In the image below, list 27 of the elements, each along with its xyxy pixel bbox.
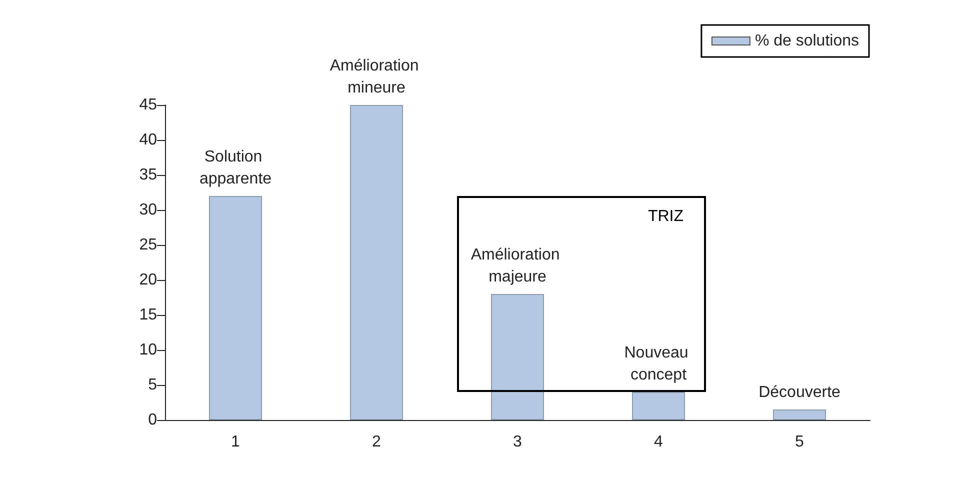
x-tick-label: 2 <box>372 434 382 450</box>
y-tick-label: 15 <box>139 306 158 324</box>
legend-label: % de solutions <box>754 32 859 50</box>
x-tick-label: 5 <box>795 434 804 450</box>
x-tick-label: 3 <box>513 434 522 450</box>
bar <box>632 392 685 420</box>
annotation: TRIZ <box>648 208 684 226</box>
y-tick-label: 25 <box>139 236 158 254</box>
y-tick-label: 20 <box>139 272 158 288</box>
bar <box>209 196 262 420</box>
x-tick-label: 4 <box>654 434 664 450</box>
y-tick-label: 35 <box>139 166 158 184</box>
y-tick-label: 0 <box>148 412 158 428</box>
annotation: Nouveau concept <box>624 344 693 384</box>
annotation: Amélioration mineure <box>330 58 424 96</box>
annotation: Amélioration majeure <box>470 246 564 286</box>
y-tick-label: 45 <box>139 96 158 114</box>
x-tick-label: 1 <box>231 434 240 450</box>
bar <box>491 294 544 420</box>
bar <box>350 105 403 420</box>
y-tick-label: 5 <box>148 376 158 394</box>
y-tick-label: 40 <box>139 132 158 148</box>
bar <box>773 410 826 420</box>
y-tick-label: 30 <box>139 202 158 218</box>
annotation: Solution apparente <box>199 148 272 188</box>
y-tick-label: 10 <box>139 342 158 358</box>
annotation: Découverte <box>758 384 841 401</box>
